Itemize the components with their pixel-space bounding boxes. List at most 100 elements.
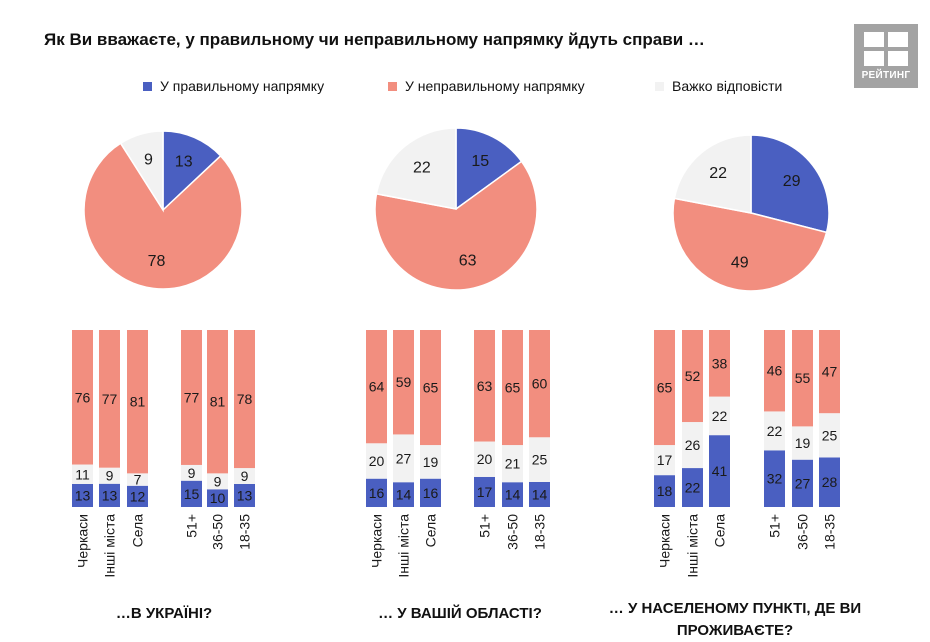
bar2-label-right-5: 14 [505,487,521,503]
bar2-hard-2 [393,434,414,483]
bar1-label-wrong-1: 76 [75,389,91,405]
bar1-label-wrong-6: 78 [237,391,253,407]
bar3-label-right-4: 32 [767,471,783,487]
pie1-label-wrong: 78 [148,253,166,270]
bar1-right-2 [99,483,120,507]
bar1-category-1: Черкаси [75,514,91,568]
bar3-label-wrong-5: 55 [795,370,811,386]
bar1-right-4 [181,480,202,507]
bar2-label-wrong-4: 63 [477,378,493,394]
bar2-label-right-6: 14 [532,486,548,502]
pie1-slice-wrong [83,142,243,290]
bar1-wrong-2 [99,330,120,468]
bar3-label-wrong-4: 46 [767,363,783,379]
bar2-label-wrong-6: 60 [532,376,548,392]
bar1-hard-3 [127,473,148,486]
bar3-wrong-1 [654,330,675,446]
bar1-wrong-3 [127,330,148,474]
pie3-slice-hard [673,134,752,214]
bar3-category-3: Села [712,514,728,548]
bar3-label-right-5: 27 [795,475,811,491]
pie2-slice-wrong [374,160,538,291]
bar3-hard-2 [682,422,703,469]
bar2-right-1 [366,478,387,507]
bar1-hard-2 [99,467,120,484]
pie3-label-wrong: 49 [731,255,749,272]
bar1-label-wrong-3: 81 [130,394,146,410]
bar1-right-3 [127,485,148,507]
bar2-label-right-4: 17 [477,484,493,500]
bar1-label-hard-5: 9 [214,473,222,489]
bar3-right-1 [654,475,675,507]
bar2-hard-3 [420,445,441,479]
bar1-label-right-4: 15 [184,486,200,502]
bar2-label-right-3: 16 [423,485,439,501]
bar3-label-hard-3: 22 [712,408,728,424]
bar2-label-hard-1: 20 [369,453,385,469]
legend-item-wrong: У неправильному напрямку [388,78,585,94]
bar3-hard-1 [654,445,675,476]
bar3-label-right-6: 28 [822,474,838,490]
legend-label-hard: Важко відповісти [672,78,783,94]
caption-ukraine: …В УКРАЇНІ? [115,605,213,622]
bar1-label-right-3: 12 [130,488,146,504]
bar1-category-4: 51+ [184,514,200,538]
pie3-slice-wrong [672,197,828,292]
bar3-wrong-4 [764,330,785,412]
bar1-label-wrong-5: 81 [210,394,226,410]
bar1-label-hard-1: 11 [75,466,90,482]
bar2-right-5 [502,482,523,507]
bar1-category-2: Інші міста [102,514,118,578]
bar2-right-6 [529,481,550,507]
pie1-slice-hard [119,130,164,213]
bar2-hard-5 [502,445,523,483]
bar1-hard-1 [72,464,93,484]
bar2-wrong-6 [529,330,550,438]
bar3-label-hard-2: 26 [685,437,701,453]
bar1-hard-4 [181,464,202,481]
bar1-label-wrong-4: 77 [184,389,200,405]
bar1-label-hard-6: 9 [241,468,249,484]
bar1-label-right-5: 10 [210,490,226,506]
legend-label-right: У правильному напрямку [160,78,325,94]
bar3-right-6 [819,457,840,507]
bar1-category-5: 36-50 [210,514,226,550]
bar2-hard-1 [366,443,387,479]
pie2-slice-hard [375,127,457,210]
bar3-right-4 [764,450,785,507]
bar3-wrong-2 [682,330,703,423]
bar2-label-wrong-2: 59 [396,374,412,390]
bar1-label-right-1: 13 [75,487,91,503]
bar3-label-hard-5: 19 [795,435,811,451]
caption-region: … У ВАШІЙ ОБЛАСТІ? [378,605,542,622]
rating-logo-icon [864,32,908,66]
bar1-wrong-5 [207,330,228,474]
bar2-label-right-1: 16 [369,485,385,501]
bar1-wrong-1 [72,330,93,465]
legend: У правильному напрямку У неправильному н… [0,78,930,100]
bar2-label-hard-3: 19 [423,454,439,470]
bar3-category-5: 36-50 [795,514,811,550]
bar2-wrong-2 [393,330,414,435]
bar2-category-4: 51+ [477,514,493,538]
bar2-label-hard-4: 20 [477,451,493,467]
bar2-label-right-2: 14 [396,487,412,503]
bar3-hard-3 [709,396,730,436]
bar2-label-wrong-3: 65 [423,380,439,396]
bar2-category-3: Села [423,514,439,548]
bar1-label-wrong-2: 77 [102,391,118,407]
bar3-hard-5 [792,426,813,460]
bar1-right-1 [72,483,93,507]
legend-item-hard: Важко відповісти [655,78,782,94]
bar1-right-5 [207,489,228,507]
bar1-label-hard-2: 9 [106,468,114,484]
pie3-label-right: 29 [783,173,801,190]
bar3-label-right-1: 18 [657,483,673,499]
pie1-slice-right [162,130,222,212]
bar3-label-hard-6: 25 [822,427,838,443]
bar1-label-hard-3: 7 [134,472,142,488]
bar2-label-hard-6: 25 [532,452,548,468]
bar1-right-6 [234,483,255,507]
bar2-right-3 [420,478,441,507]
